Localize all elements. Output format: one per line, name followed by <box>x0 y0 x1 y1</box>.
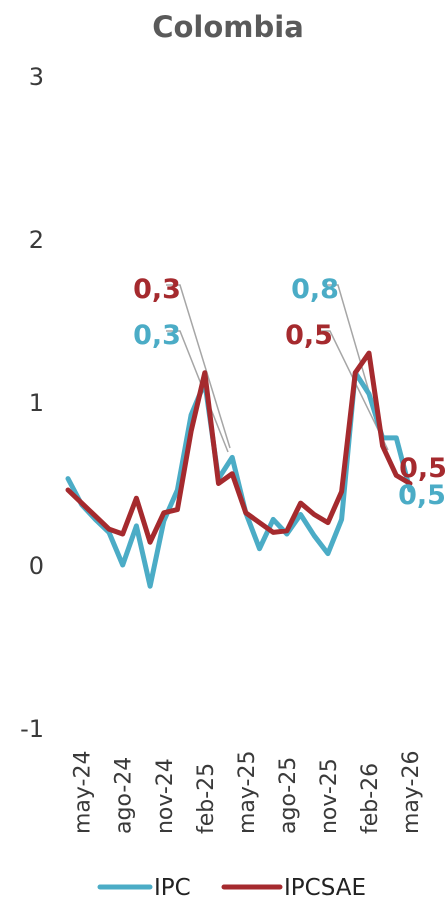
chart-title: Colombia <box>152 10 304 44</box>
legend-label-ipc: IPC <box>154 875 191 901</box>
x-tick-label: may-26 <box>399 751 424 834</box>
data-label: 0,5 <box>398 480 446 511</box>
x-tick-label: may-24 <box>71 751 96 834</box>
y-axis: -1 0 1 2 3 <box>20 63 44 743</box>
series-lines <box>65 350 413 589</box>
y-tick-label: 1 <box>29 389 44 417</box>
x-tick-label: may-25 <box>235 751 260 834</box>
data-labels: 0,30,30,80,50,50,5 <box>133 274 446 511</box>
y-tick-label: 2 <box>29 226 44 254</box>
data-label: 0,8 <box>291 274 339 305</box>
x-tick-label: feb-26 <box>358 763 383 834</box>
x-tick-label: feb-25 <box>194 763 219 834</box>
data-label: 0,5 <box>399 453 446 484</box>
y-tick-label: 3 <box>29 63 44 91</box>
y-tick-label: -1 <box>20 715 44 743</box>
x-axis: may-24 ago-24 nov-24 feb-25 may-25 ago-25 nov-… <box>71 751 424 834</box>
data-label: 0,3 <box>133 320 181 351</box>
y-tick-label: 0 <box>29 552 44 580</box>
legend-label-ipcsae: IPCSAE <box>284 875 366 901</box>
leader-line <box>166 284 231 449</box>
x-tick-label: ago-24 <box>112 757 137 834</box>
x-tick-label: ago-25 <box>276 757 301 834</box>
annotation-leaders <box>166 284 389 453</box>
leader-line <box>318 330 389 451</box>
series-line-ipcsae <box>65 350 413 545</box>
legend: IPC IPCSAE <box>97 875 366 901</box>
data-label: 0,5 <box>285 320 333 351</box>
x-tick-label: nov-25 <box>317 758 342 834</box>
data-label: 0,3 <box>133 274 181 305</box>
x-tick-label: nov-24 <box>153 758 178 834</box>
series-line-ipc <box>65 370 413 589</box>
